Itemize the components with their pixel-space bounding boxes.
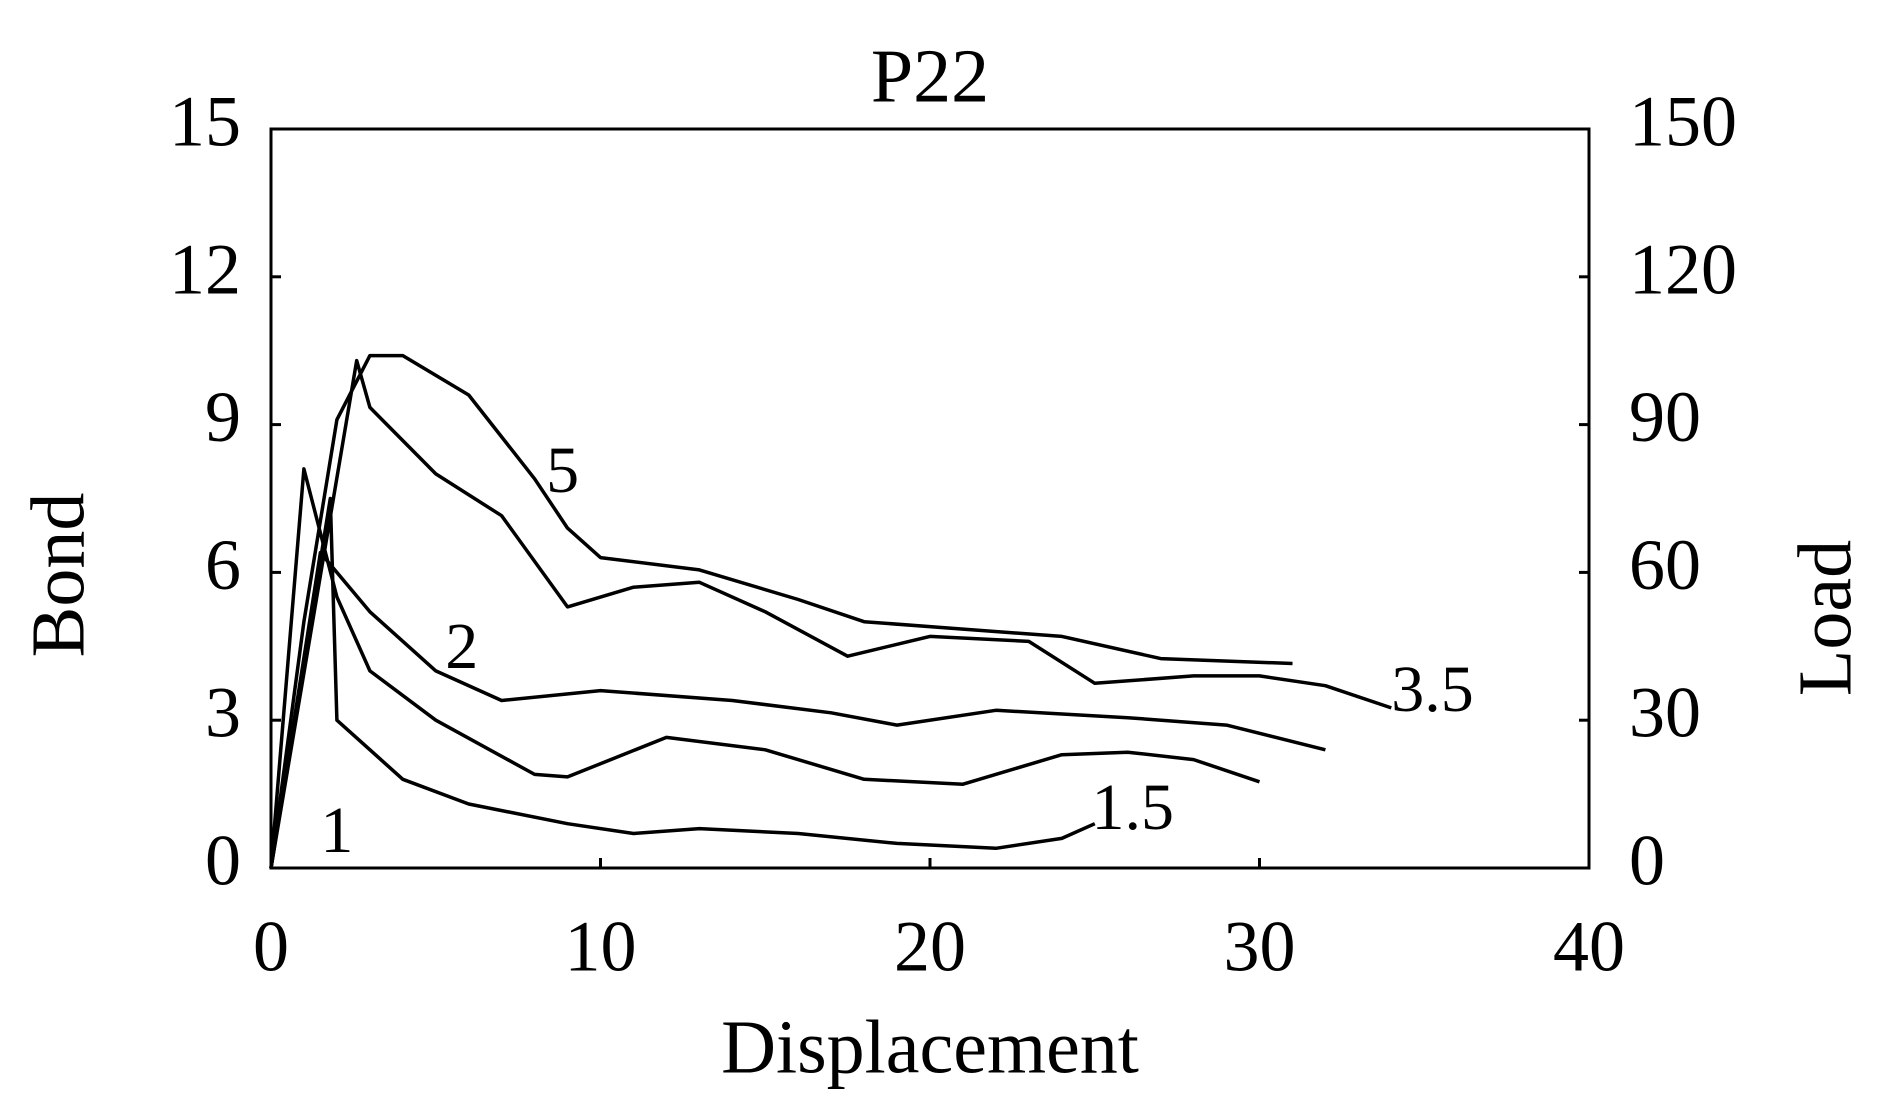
x-tick-label: 30 [1224, 907, 1296, 987]
y2-tick-label: 150 [1629, 82, 1737, 162]
y2-tick-label: 120 [1629, 229, 1737, 309]
series-label: 1 [320, 794, 353, 867]
y-tick-label: 3 [205, 673, 241, 753]
series-label: 3.5 [1391, 653, 1474, 726]
series-label: 2 [445, 610, 478, 683]
line-series [269, 550, 1326, 869]
series-label: 1.5 [1092, 771, 1175, 844]
y-tick-label: 9 [205, 377, 241, 457]
y-axis-label: Bond [16, 493, 100, 658]
plot-frame [269, 127, 1591, 870]
line-series [269, 353, 1293, 869]
y2-axis-label: Load [1783, 540, 1867, 696]
y-tick-label: 6 [205, 525, 241, 605]
y-tick-label: 0 [205, 821, 241, 901]
x-tick-label: 10 [565, 907, 637, 987]
x-tick-label: 0 [253, 907, 289, 987]
x-tick-label: 40 [1553, 907, 1625, 987]
y2-tick-label: 0 [1629, 821, 1665, 901]
line-series [269, 496, 1096, 869]
line-series [269, 467, 1261, 869]
line-series [269, 358, 1392, 869]
y2-tick-label: 30 [1629, 673, 1701, 753]
chart-title: P22 [871, 34, 989, 118]
y-tick-label: 15 [169, 82, 241, 162]
y2-tick-label: 60 [1629, 525, 1701, 605]
x-tick-label: 20 [894, 907, 966, 987]
y2-tick-label: 90 [1629, 377, 1701, 457]
series-label: 5 [546, 434, 579, 507]
y-tick-label: 12 [169, 229, 241, 309]
x-axis-label: Displacement [721, 1005, 1139, 1089]
